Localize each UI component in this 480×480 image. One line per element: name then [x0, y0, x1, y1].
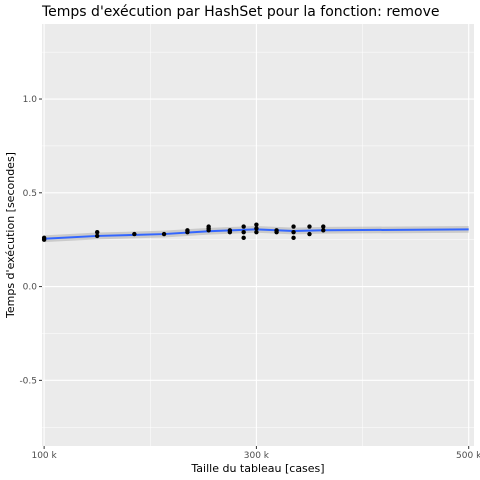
data-point: [161, 231, 167, 237]
smooth-line: [44, 228, 469, 240]
data-point: [274, 229, 279, 235]
y-axis-title: Temps d'exécution [secondes]: [4, 152, 17, 319]
chart-title: Temps d'exécution par HashSet pour la fo…: [41, 4, 440, 20]
data-points: [41, 222, 326, 242]
x-tick-label: 300 k: [244, 451, 270, 461]
data-point: [254, 222, 259, 227]
data-point: [291, 229, 296, 235]
data-point: [307, 224, 312, 229]
data-point: [321, 228, 326, 233]
data-point: [307, 231, 312, 237]
data-point: [132, 231, 137, 237]
x-tick-label: 500 k: [456, 451, 480, 461]
gridlines: [42, 24, 474, 446]
data-point: [227, 229, 233, 235]
data-point: [291, 235, 296, 241]
data-point: [254, 226, 259, 231]
data-point: [241, 235, 246, 241]
y-tick-label: -0.5: [19, 376, 37, 386]
data-point: [206, 228, 211, 233]
y-tick-label: 0.5: [23, 189, 37, 199]
y-axis: -0.5 0.0 0.5 1.0: [19, 95, 42, 386]
data-point: [254, 229, 259, 235]
y-tick-label: 1.0: [23, 95, 38, 105]
x-axis-title: Taille du tableau [cases]: [190, 462, 324, 475]
x-tick-label: 100 k: [31, 451, 57, 461]
smooth-trend-line: [44, 228, 469, 240]
data-point: [185, 229, 190, 235]
data-point: [94, 233, 100, 239]
x-axis: 100 k 300 k 500 k: [31, 446, 480, 461]
data-point: [321, 224, 326, 229]
data-point: [94, 229, 100, 235]
y-tick-label: 0.0: [23, 283, 38, 293]
data-point: [241, 229, 246, 235]
data-point: [291, 224, 296, 229]
data-point: [41, 235, 47, 241]
data-point: [241, 224, 246, 229]
